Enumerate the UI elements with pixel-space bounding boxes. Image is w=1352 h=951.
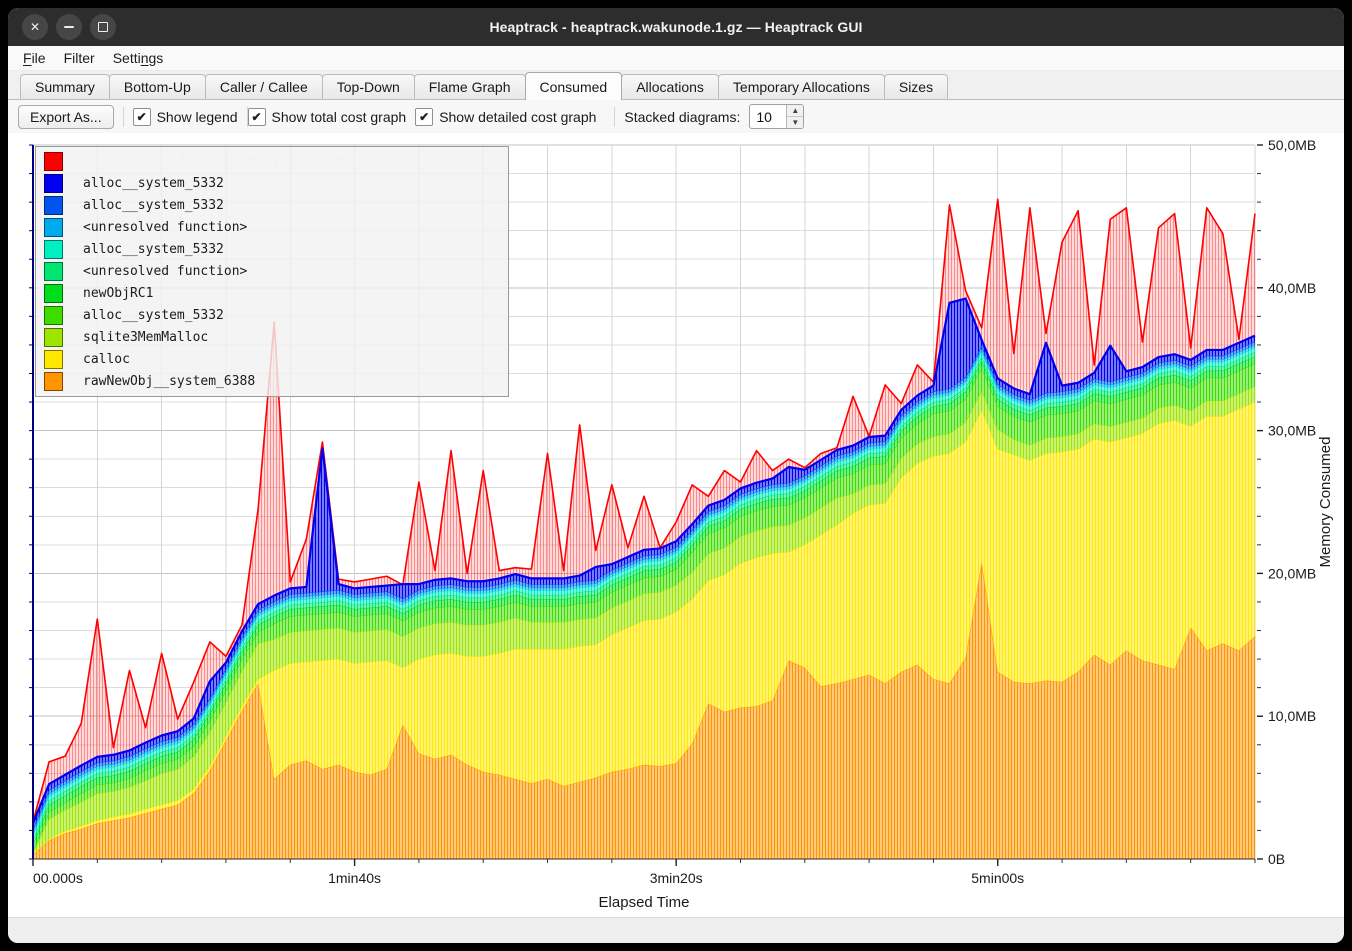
stacked-diagrams-spinner[interactable]: 10 ▲ ▼ bbox=[749, 104, 805, 129]
svg-text:3min20s: 3min20s bbox=[650, 870, 703, 886]
legend-swatch bbox=[44, 327, 63, 347]
legend-item: <unresolved function> bbox=[36, 216, 508, 238]
tab-summary[interactable]: Summary bbox=[20, 74, 110, 99]
legend-item: <unresolved function> bbox=[36, 260, 508, 282]
maximize-button[interactable] bbox=[90, 14, 116, 40]
checkbox-show-detailed-cost-graph[interactable]: ✔ Show detailed cost graph bbox=[415, 107, 597, 126]
legend-item-label: rawNewObj__system_6388 bbox=[83, 373, 256, 389]
heaptrack-window: ✕ Heaptrack - heaptrack.wakunode.1.gz — … bbox=[8, 8, 1344, 943]
checkbox-label: Show total cost graph bbox=[271, 108, 407, 125]
legend-title: Total Memory Consumption bbox=[179, 153, 384, 169]
svg-text:20,0MB: 20,0MB bbox=[1268, 565, 1316, 581]
tab-allocations[interactable]: Allocations bbox=[621, 74, 719, 99]
legend-item: newObjRC1 bbox=[36, 282, 508, 304]
legend-item: calloc bbox=[36, 348, 508, 370]
checkmark-icon: ✔ bbox=[415, 107, 434, 126]
checkbox-show-legend[interactable]: ✔ Show legend bbox=[132, 107, 238, 126]
toolbar-separator bbox=[122, 106, 124, 127]
legend-item-label: alloc__system_5332 bbox=[83, 241, 224, 257]
legend-item-label: <unresolved function> bbox=[83, 263, 248, 279]
menu-filter[interactable]: Filter bbox=[63, 50, 95, 66]
spinner-down-button[interactable]: ▼ bbox=[791, 117, 800, 127]
chart-area: 0B 10,0MB 20,0MB 30,0MB 40,0MB 50,0MB 00.000s 1… bbox=[8, 133, 1344, 917]
checkbox-label: Show legend bbox=[156, 108, 238, 125]
legend-title-row: Total Memory Consumption bbox=[36, 150, 508, 172]
tab-bar: Summary Bottom-Up Caller / Callee Top-Down F… bbox=[8, 71, 1344, 100]
titlebar: ✕ Heaptrack - heaptrack.wakunode.1.gz — … bbox=[8, 8, 1344, 46]
legend-item: rawNewObj__system_6388 bbox=[36, 370, 508, 392]
maximize-icon bbox=[98, 22, 108, 32]
svg-text:5min00s: 5min00s bbox=[971, 870, 1024, 886]
svg-text:30,0MB: 30,0MB bbox=[1268, 423, 1316, 439]
svg-text:0B: 0B bbox=[1268, 851, 1285, 867]
svg-text:00.000s: 00.000s bbox=[33, 870, 83, 886]
legend-swatch bbox=[44, 283, 63, 303]
svg-text:10,0MB: 10,0MB bbox=[1268, 708, 1316, 724]
checkbox-label: Show detailed cost graph bbox=[439, 108, 597, 125]
legend-item-label: alloc__system_5332 bbox=[83, 307, 224, 323]
tab-consumed[interactable]: Consumed bbox=[524, 72, 623, 100]
svg-text:50,0MB: 50,0MB bbox=[1268, 137, 1316, 153]
checkbox-show-total-cost-graph[interactable]: ✔ Show total cost graph bbox=[247, 107, 407, 126]
menubar: File Filter Settings bbox=[8, 46, 1344, 71]
legend-swatch bbox=[44, 261, 63, 281]
consumed-chart-canvas[interactable]: 0B 10,0MB 20,0MB 30,0MB 40,0MB 50,0MB 00.000s 1… bbox=[8, 133, 1344, 920]
close-button[interactable]: ✕ bbox=[22, 14, 48, 40]
tab-sizes[interactable]: Sizes bbox=[883, 74, 949, 99]
spinner-buttons: ▲ ▼ bbox=[786, 105, 804, 128]
legend-item: sqlite3MemMalloc bbox=[36, 326, 508, 348]
legend-item: alloc__system_5332 bbox=[36, 172, 508, 194]
legend-swatch bbox=[44, 217, 63, 237]
menu-file[interactable]: File bbox=[23, 50, 46, 66]
stacked-diagrams-value: 10 bbox=[756, 108, 772, 125]
svg-text:Memory Consumed: Memory Consumed bbox=[1317, 437, 1334, 568]
close-icon: ✕ bbox=[29, 20, 41, 34]
toolbar-separator bbox=[614, 106, 616, 127]
legend-swatch bbox=[44, 371, 63, 391]
tab-bottom-up[interactable]: Bottom-Up bbox=[108, 74, 206, 99]
stacked-diagrams-label: Stacked diagrams: bbox=[624, 108, 741, 125]
legend-item: alloc__system_5332 bbox=[36, 194, 508, 216]
legend-swatch-total bbox=[44, 151, 63, 171]
legend-swatch bbox=[44, 195, 63, 215]
legend-item-label: newObjRC1 bbox=[83, 285, 154, 301]
minimize-icon bbox=[64, 26, 74, 28]
spinner-up-button[interactable]: ▲ bbox=[787, 105, 804, 117]
checkmark-icon: ✔ bbox=[132, 107, 151, 126]
legend-item-label: <unresolved function> bbox=[83, 219, 248, 235]
minimize-button[interactable] bbox=[56, 14, 82, 40]
checkmark-icon: ✔ bbox=[247, 107, 266, 126]
legend-item-label: calloc bbox=[83, 351, 130, 367]
window-controls: ✕ bbox=[22, 14, 116, 40]
legend-item-label: alloc__system_5332 bbox=[83, 197, 224, 213]
checkbox-group: ✔ Show legend ✔ Show total cost graph ✔ Show … bbox=[132, 106, 606, 127]
tab-caller-callee[interactable]: Caller / Callee bbox=[204, 74, 323, 99]
tab-flame-graph[interactable]: Flame Graph bbox=[413, 74, 526, 99]
legend-item-label: sqlite3MemMalloc bbox=[83, 329, 209, 345]
legend-item: alloc__system_5332 bbox=[36, 304, 508, 326]
legend-item-label: alloc__system_5332 bbox=[83, 175, 224, 191]
svg-text:1min40s: 1min40s bbox=[328, 870, 381, 886]
svg-text:40,0MB: 40,0MB bbox=[1268, 280, 1316, 296]
tab-temporary-allocations[interactable]: Temporary Allocations bbox=[717, 74, 885, 99]
legend-swatch bbox=[44, 239, 63, 259]
tab-top-down[interactable]: Top-Down bbox=[321, 74, 415, 99]
menu-settings[interactable]: Settings bbox=[112, 50, 164, 66]
chart-legend: Total Memory Consumption alloc__system_53… bbox=[35, 146, 509, 397]
legend-swatch bbox=[44, 349, 63, 369]
legend-item: alloc__system_5332 bbox=[36, 238, 508, 260]
window-title: Heaptrack - heaptrack.wakunode.1.gz — He… bbox=[489, 19, 863, 35]
legend-swatch bbox=[44, 173, 63, 193]
export-as-button[interactable]: Export As... bbox=[18, 104, 114, 129]
window-bottom bbox=[8, 917, 1344, 943]
toolbar: Export As... ✔ Show legend ✔ Show total cos… bbox=[8, 100, 1344, 133]
legend-swatch bbox=[44, 305, 63, 325]
svg-text:Elapsed Time: Elapsed Time bbox=[599, 894, 690, 911]
